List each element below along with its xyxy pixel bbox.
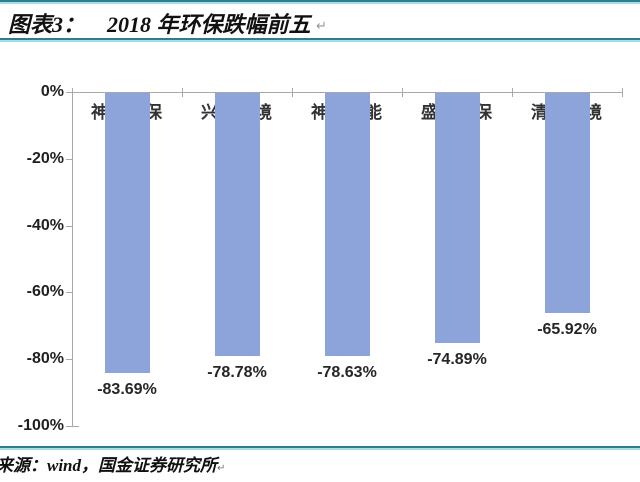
value-axis-tick-label: -20% [26, 149, 64, 167]
source-note: 来源：wind，国金证券研究所↵ [0, 453, 640, 482]
category-axis-tick [292, 88, 293, 97]
paragraph-return-icon: ↵ [217, 463, 226, 474]
footer-divider-line [0, 446, 640, 450]
value-axis-line [72, 92, 73, 426]
bar-value-label: -78.78% [207, 364, 267, 382]
title-divider-line [0, 38, 640, 42]
value-axis-tick-label: -60% [26, 283, 64, 301]
chart-number-label: 图表3： [8, 12, 86, 37]
value-axis-tick-label: 0% [40, 83, 64, 100]
value-axis-tick [66, 92, 72, 93]
category-axis-tick [72, 88, 73, 97]
bar [104, 93, 150, 373]
category-axis-tick [512, 88, 513, 97]
bar-value-label: -65.92% [537, 321, 597, 339]
value-axis-tick [66, 158, 72, 160]
category-axis-line [72, 92, 622, 93]
category-axis-tick [182, 88, 183, 97]
value-axis-tick [66, 359, 72, 361]
bar-value-label: -83.69% [97, 380, 157, 398]
value-axis-end-tick [72, 426, 79, 427]
value-axis-tick [66, 292, 72, 294]
bar [434, 93, 480, 344]
paragraph-return-icon: ↵ [316, 18, 327, 33]
bar-value-label: -78.63% [317, 363, 377, 381]
bar [544, 93, 590, 314]
bar [324, 93, 370, 356]
value-axis-tick-label: -100% [17, 417, 64, 434]
chart-title-text: 2018 年环保跌幅前五 [107, 12, 311, 37]
bar-chart: 神雾环保兴源环境神雾节能盛运环保清新环境0%-20%-40%-60%-80%-1… [0, 42, 640, 446]
value-axis-tick [66, 225, 72, 227]
bar [214, 93, 260, 357]
bar-value-label: -74.89% [427, 351, 487, 369]
top-divider-line [0, 0, 640, 4]
chart-title: 图表3： 2018 年环保跌幅前五 ↵ [8, 7, 632, 39]
source-text: 来源：wind，国金证券研究所 [0, 456, 218, 475]
category-axis-tick [622, 88, 623, 97]
category-axis-tick [402, 88, 403, 97]
value-axis-tick-label: -40% [26, 216, 64, 234]
value-axis-tick [66, 426, 72, 427]
value-axis-tick-label: -80% [26, 350, 64, 368]
